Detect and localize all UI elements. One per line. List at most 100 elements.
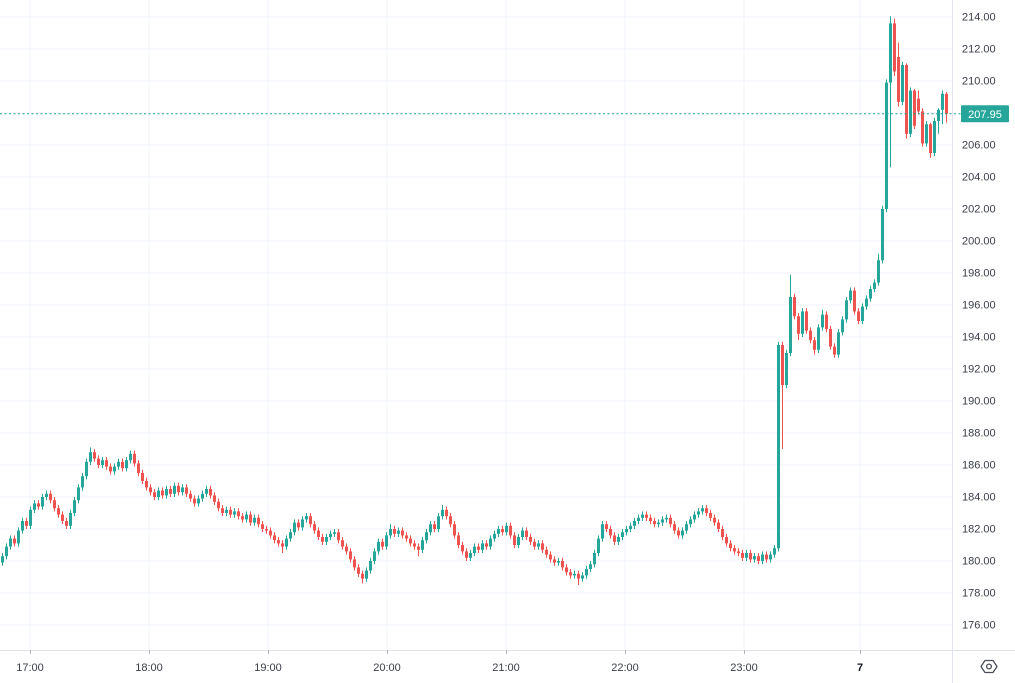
candle-body: [545, 549, 548, 555]
candle-body: [197, 498, 200, 504]
candle: [149, 484, 152, 496]
candle: [101, 457, 104, 469]
candle-body: [833, 346, 836, 355]
candle: [305, 513, 308, 523]
candle-body: [497, 529, 500, 534]
candle-body: [409, 538, 412, 544]
candle-body: [5, 546, 8, 557]
price-axis-label: 204.00: [962, 172, 996, 184]
candle: [705, 505, 708, 517]
candle-body: [97, 458, 100, 465]
candle: [729, 540, 732, 552]
candle: [157, 487, 160, 501]
candle: [177, 482, 180, 496]
candle-body: [925, 124, 928, 144]
candle-body: [45, 493, 48, 497]
candle-body: [349, 551, 352, 560]
candle: [49, 490, 52, 504]
candle-body: [141, 473, 144, 481]
candle-body: [801, 311, 804, 334]
candle: [281, 540, 284, 553]
candle: [77, 484, 80, 504]
candle-body: [489, 538, 492, 547]
candle-body: [449, 516, 452, 525]
candle: [85, 458, 88, 480]
candle: [69, 509, 72, 529]
candle-body: [13, 538, 16, 544]
candle: [601, 521, 604, 542]
price-axis-label: 182.00: [962, 524, 996, 536]
candle: [113, 463, 116, 475]
candle-body: [17, 530, 20, 544]
candle: [433, 521, 436, 533]
candle-body: [33, 503, 36, 510]
candle-body: [649, 517, 652, 521]
candle: [53, 497, 56, 512]
price-axis-label: 196.00: [962, 300, 996, 312]
time-axis-label: 22:00: [611, 662, 639, 674]
candle: [829, 325, 832, 350]
candle: [97, 455, 100, 469]
candle-body: [361, 573, 364, 579]
gear-icon[interactable]: [980, 659, 998, 674]
candle: [721, 525, 724, 541]
candle: [249, 511, 252, 526]
candle: [577, 570, 580, 585]
candle-body: [549, 554, 552, 560]
candle-body: [585, 569, 588, 576]
candle: [741, 549, 744, 561]
candle: [513, 532, 516, 549]
candle-body: [533, 541, 536, 547]
gear-icon-hex: [980, 659, 998, 674]
candle-body: [737, 551, 740, 553]
candle: [685, 521, 688, 534]
candle: [9, 535, 12, 550]
candle: [373, 548, 376, 565]
candle-body: [613, 535, 616, 542]
price-axis-label: 176.00: [962, 620, 996, 632]
candle-body: [53, 500, 56, 509]
candle: [209, 485, 212, 499]
candle-body: [717, 522, 720, 529]
candle-body: [641, 514, 644, 518]
candle-body: [105, 460, 108, 467]
candle-body: [21, 521, 24, 531]
candle: [329, 530, 332, 541]
candle: [849, 287, 852, 304]
candle: [517, 533, 520, 549]
candle: [801, 308, 804, 337]
candle-body: [261, 524, 264, 529]
candle-body: [541, 543, 544, 550]
candle-body: [265, 529, 268, 531]
price-axis[interactable]: 214.00 212.00 210.00 206.00 204.00 202.00 200.…: [952, 0, 1010, 683]
candle: [73, 497, 76, 517]
candle-body: [345, 546, 348, 552]
candle: [461, 541, 464, 555]
time-axis[interactable]: 17:00 18:00 19:00 20:00 21:00 22:00 23:00 7: [0, 650, 1015, 674]
candle: [437, 513, 440, 533]
candle-body: [221, 508, 224, 513]
candle: [501, 525, 504, 536]
candle: [341, 537, 344, 550]
candle: [425, 529, 428, 544]
time-axis-label: 21:00: [492, 662, 520, 674]
candle: [325, 533, 328, 545]
candle-body: [29, 509, 32, 526]
candle-body: [297, 522, 300, 528]
candle-body: [109, 466, 112, 472]
candle-body: [357, 567, 360, 574]
candle-body: [481, 543, 484, 550]
candle-body: [289, 532, 292, 539]
candle-body: [189, 493, 192, 499]
candle-body: [601, 524, 604, 539]
candle-body: [609, 529, 612, 536]
candle: [737, 548, 740, 557]
candle-body: [889, 23, 892, 83]
candle-body: [49, 493, 52, 501]
candle: [665, 514, 668, 523]
time-axis-ticks: [30, 650, 861, 654]
candle: [845, 297, 848, 323]
candle: [929, 122, 932, 158]
candle: [109, 463, 112, 475]
